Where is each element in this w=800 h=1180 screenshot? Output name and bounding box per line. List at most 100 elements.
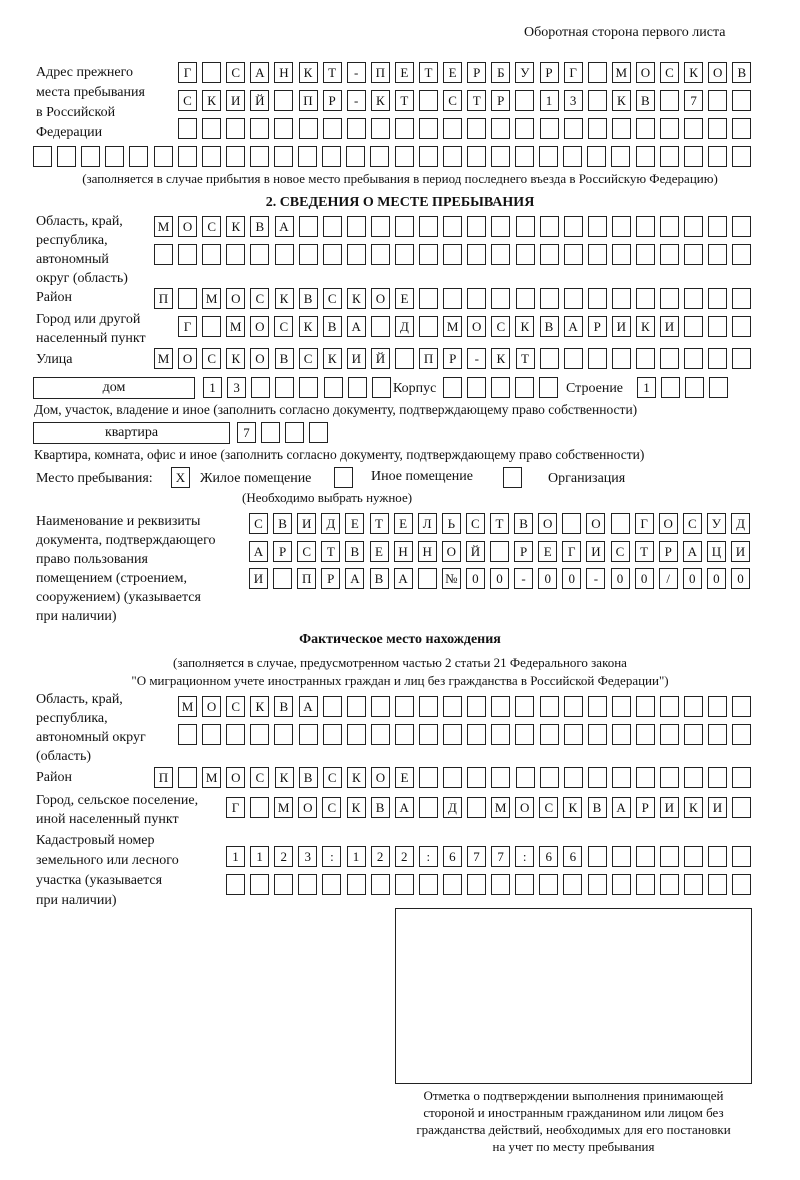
letter-cell[interactable] [684,316,704,337]
letter-cell[interactable]: 1 [637,377,656,398]
letter-cell[interactable] [323,377,343,398]
letter-cell[interactable]: О [298,797,318,818]
letter-cell[interactable] [635,846,655,867]
letter-cell[interactable] [298,216,318,237]
letter-cell[interactable]: М [226,316,246,337]
letter-cell[interactable]: 1 [203,377,222,398]
letter-cell[interactable] [443,118,463,139]
letter-cell[interactable] [81,146,101,167]
letter-cell[interactable] [636,244,655,265]
letter-cell[interactable] [659,146,679,167]
letter-cell[interactable] [443,288,463,309]
letter-cell[interactable] [539,874,559,895]
letter-cell[interactable] [346,216,366,237]
letter-cell[interactable] [347,377,367,398]
letter-cell[interactable] [732,118,752,139]
letter-cell[interactable] [322,146,342,167]
letter-cell[interactable]: 0 [538,568,558,589]
letter-cell[interactable] [539,244,559,265]
letter-cell[interactable] [539,118,559,139]
letter-cell[interactable] [539,348,559,369]
letter-cell[interactable]: 2 [370,846,390,867]
letter-cell[interactable]: О [370,288,390,309]
letter-cell[interactable] [419,724,438,745]
letter-cell[interactable] [467,288,487,309]
letter-cell[interactable]: К [274,767,294,788]
letter-cell[interactable]: С [465,513,485,534]
letter-cell[interactable] [275,377,295,398]
letter-cell[interactable]: А [394,797,414,818]
letter-cell[interactable] [732,846,752,867]
letter-cell[interactable] [708,696,728,717]
option-other-checkbox[interactable] [334,467,353,488]
letter-cell[interactable]: А [611,797,631,818]
letter-cell[interactable]: 6 [539,846,559,867]
letter-cell[interactable]: И [611,316,631,337]
letter-cell[interactable] [563,767,583,788]
letter-cell[interactable] [732,874,752,895]
letter-cell[interactable] [635,724,655,745]
letter-cell[interactable]: М [611,62,631,83]
letter-cell[interactable] [105,146,125,167]
letter-cell[interactable]: 0 [706,568,726,589]
letter-cell[interactable] [466,146,486,167]
letter-cell[interactable] [732,696,752,717]
letter-cell[interactable] [467,874,486,895]
letter-cell[interactable]: Б [491,62,511,83]
letter-cell[interactable]: Н [274,62,294,83]
letter-cell[interactable]: С [298,348,318,369]
letter-cell[interactable] [684,216,704,237]
letter-cell[interactable] [178,724,197,745]
letter-cell[interactable]: 0 [731,568,750,589]
letter-cell[interactable] [394,724,414,745]
letter-cell[interactable] [490,146,510,167]
letter-cell[interactable]: Д [731,513,750,534]
letter-cell[interactable] [611,216,631,237]
letter-cell[interactable] [467,767,487,788]
letter-cell[interactable]: Д [321,513,341,534]
letter-cell[interactable] [660,118,679,139]
letter-cell[interactable]: 7 [467,846,486,867]
letter-cell[interactable] [587,244,607,265]
letter-cell[interactable]: Т [515,348,535,369]
letter-cell[interactable] [539,767,559,788]
letter-cell[interactable] [370,146,390,167]
letter-cell[interactable] [467,118,487,139]
letter-cell[interactable] [587,62,607,83]
letter-cell[interactable]: Д [394,316,414,337]
letter-cell[interactable] [322,244,342,265]
letter-cell[interactable]: С [178,90,197,111]
letter-cell[interactable]: А [345,568,365,589]
letter-cell[interactable] [274,244,294,265]
letter-cell[interactable] [563,874,583,895]
letter-cell[interactable] [202,316,222,337]
letter-cell[interactable] [371,377,391,398]
letter-cell[interactable] [660,696,679,717]
letter-cell[interactable]: О [515,797,535,818]
letter-cell[interactable] [202,724,222,745]
letter-cell[interactable]: С [202,216,222,237]
letter-cell[interactable] [539,288,559,309]
letter-cell[interactable] [563,288,583,309]
letter-cell[interactable]: Г [178,316,197,337]
letter-cell[interactable]: № [441,568,461,589]
letter-cell[interactable]: О [370,767,390,788]
letter-cell[interactable] [684,724,704,745]
letter-cell[interactable]: Р [491,90,511,111]
letter-cell[interactable]: К [298,62,318,83]
letter-cell[interactable] [418,874,438,895]
letter-cell[interactable] [226,724,246,745]
letter-cell[interactable] [515,874,535,895]
letter-cell[interactable] [285,422,305,443]
letter-cell[interactable]: Й [465,541,485,562]
letter-cell[interactable] [491,377,511,398]
letter-cell[interactable]: И [659,797,679,818]
letter-cell[interactable]: Д [442,797,462,818]
letter-cell[interactable] [660,767,680,788]
letter-cell[interactable] [515,90,535,111]
letter-cell[interactable] [611,696,631,717]
letter-cell[interactable]: Е [345,513,365,534]
letter-cell[interactable]: : [515,846,535,867]
letter-cell[interactable]: И [660,316,679,337]
letter-cell[interactable]: Й [370,348,390,369]
